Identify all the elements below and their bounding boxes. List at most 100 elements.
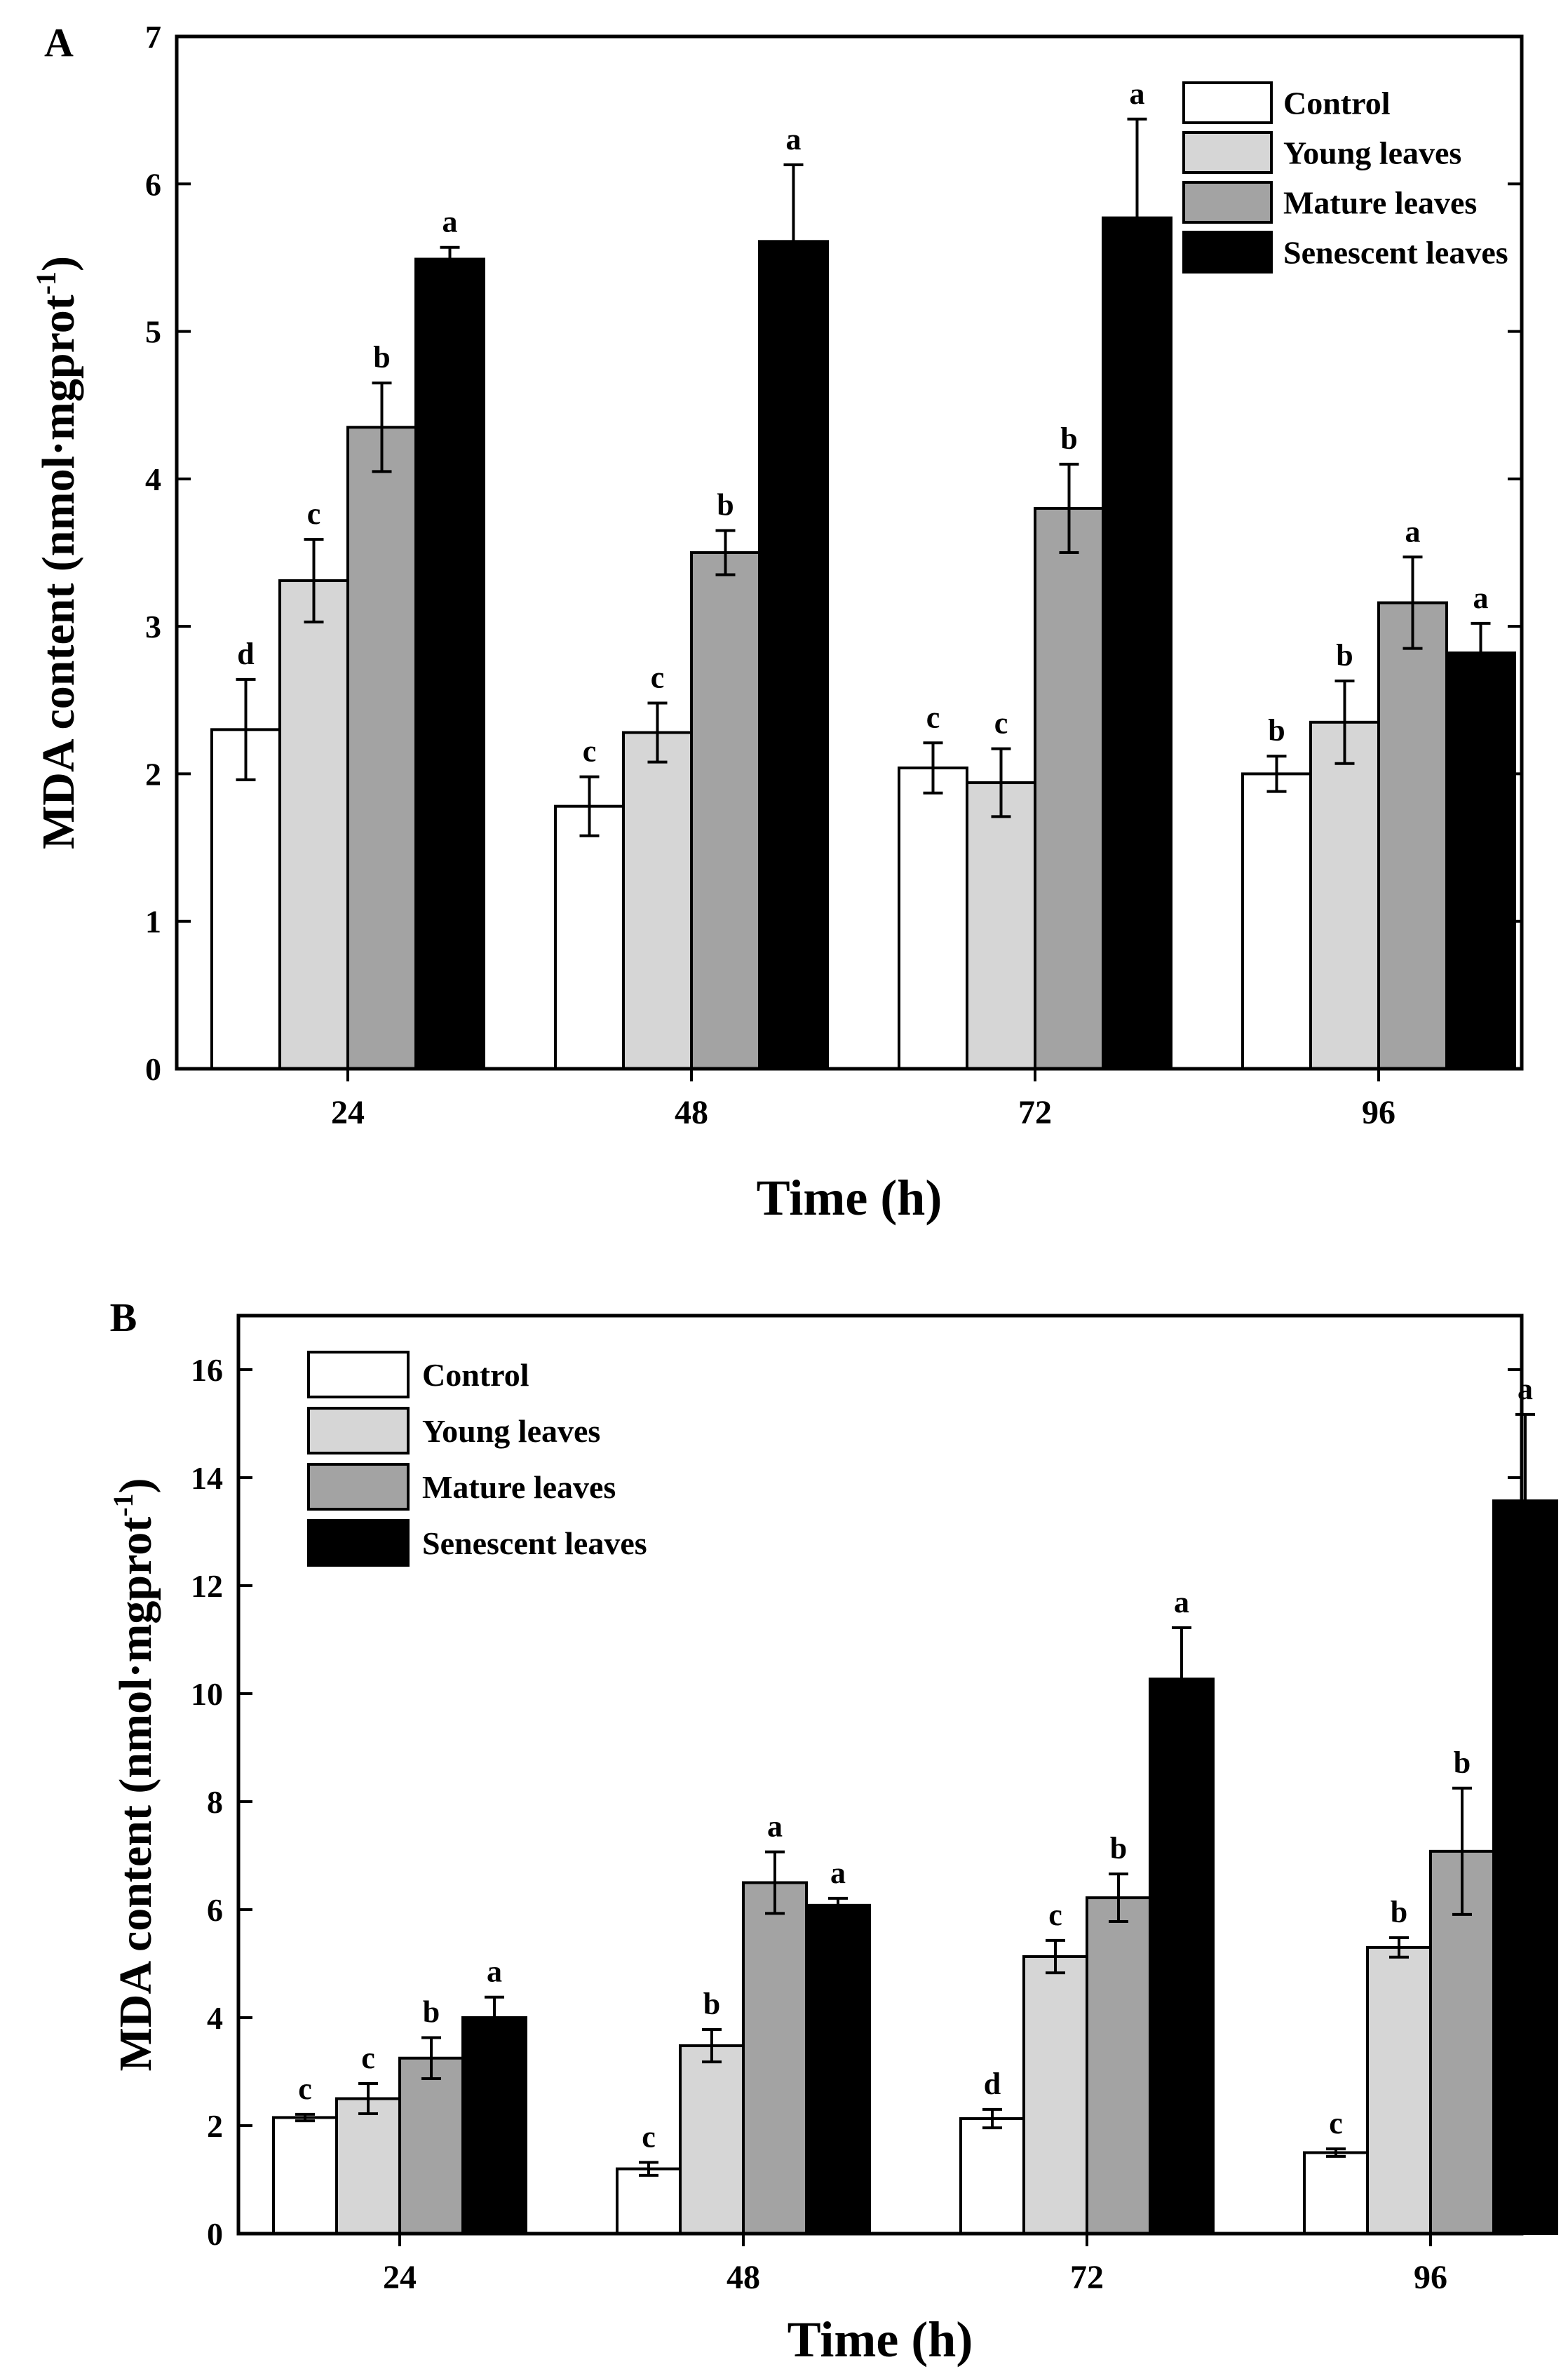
- bar-senescent-leaves-48: [758, 240, 829, 1071]
- bar-mature-leaves-96: [1377, 601, 1448, 1070]
- bar-young-leaves-72: [1022, 1955, 1088, 2235]
- y-tick-label: 4: [207, 2000, 223, 2036]
- significance-label: b: [1268, 713, 1285, 748]
- error-bar: [440, 245, 460, 273]
- bar-young-leaves-48: [679, 2044, 745, 2236]
- significance-label: c: [926, 700, 940, 734]
- legend-label: Mature leaves: [1283, 185, 1477, 221]
- bar-control-96: [1241, 772, 1312, 1071]
- error-bar: [765, 1850, 785, 1915]
- bar-young-leaves-96: [1309, 720, 1380, 1071]
- significance-label: c: [994, 706, 1008, 741]
- significance-label: a: [487, 1955, 502, 1989]
- legend-label: Control: [1283, 86, 1391, 121]
- bar-mature-leaves-72: [1034, 506, 1104, 1070]
- y-tick-label: 4: [145, 461, 161, 497]
- error-bar: [991, 747, 1011, 818]
- panel-b: Bccba24cbaa48dcba72cbba960246810121416Ti…: [107, 1295, 1558, 2368]
- legend-swatch: [1182, 181, 1273, 224]
- error-bar: [639, 2161, 658, 2177]
- error-bar: [1515, 1412, 1535, 1589]
- error-bar: [1109, 1872, 1128, 1923]
- significance-label: a: [767, 1809, 783, 1844]
- y-tick-label: 16: [191, 1352, 223, 1388]
- bar-senescent-leaves-96: [1492, 1499, 1558, 2236]
- x-axis-title: Time (h): [788, 2311, 973, 2368]
- error-bar: [783, 163, 804, 320]
- error-bar: [715, 529, 736, 576]
- error-bar: [1471, 621, 1491, 684]
- significance-label: c: [1048, 1898, 1062, 1932]
- x-tick-label: 72: [1018, 1094, 1052, 1131]
- bar-senescent-leaves-24: [414, 257, 485, 1071]
- significance-label: a: [830, 1856, 846, 1890]
- bar-control-96: [1303, 2151, 1369, 2235]
- significance-label: c: [307, 497, 321, 531]
- panel-letter: B: [110, 1295, 137, 1340]
- x-tick-label: 48: [726, 2259, 760, 2296]
- bar-mature-leaves-24: [346, 426, 417, 1070]
- bar-control-72: [898, 767, 968, 1070]
- significance-label: c: [651, 660, 665, 694]
- bar-senescent-leaves-72: [1149, 1678, 1215, 2235]
- x-tick-label: 24: [331, 1094, 365, 1131]
- y-tick-label: 2: [207, 2108, 223, 2144]
- panel-letter: A: [44, 20, 74, 65]
- significance-label: a: [1130, 76, 1145, 111]
- error-bar: [702, 2027, 722, 2064]
- error-bar: [295, 2112, 315, 2123]
- bar-young-leaves-48: [622, 731, 693, 1070]
- significance-label: b: [1454, 1746, 1471, 1780]
- significance-label: b: [1060, 421, 1077, 456]
- error-bar: [372, 382, 392, 473]
- significance-label: a: [1518, 1372, 1533, 1406]
- error-bar: [1389, 1936, 1409, 1959]
- significance-label: b: [373, 340, 390, 374]
- error-bar: [1403, 555, 1423, 650]
- x-tick-label: 24: [383, 2259, 417, 2296]
- bar-young-leaves-24: [335, 2097, 401, 2235]
- y-tick-label: 7: [145, 19, 161, 55]
- error-bar: [1326, 2147, 1346, 2158]
- bar-mature-leaves-72: [1086, 1896, 1151, 2236]
- significance-label: b: [703, 1987, 720, 2021]
- legend-swatch: [1182, 81, 1273, 124]
- bar-senescent-leaves-72: [1102, 216, 1172, 1070]
- bar-control-72: [959, 2117, 1025, 2235]
- error-bar: [982, 2107, 1002, 2130]
- y-tick-label: 6: [145, 166, 161, 202]
- legend-swatch: [307, 1351, 410, 1398]
- error-bar: [1046, 1938, 1065, 1975]
- x-tick-label: 96: [1414, 2259, 1447, 2296]
- legend: Control Young leaves Mature leaves Senescen…: [307, 1351, 647, 1567]
- y-tick-label: 6: [207, 1892, 223, 1928]
- significance-label: d: [237, 637, 254, 671]
- panel-a: Ad c b a 24 c c b a 48 c c b a 72 b b a a 96 0 1 2 3 4 5 6 7 Time (h…: [30, 19, 1524, 1226]
- significance-label: b: [1110, 1831, 1127, 1865]
- legend: Control Young leaves Mature leaves Senescen…: [1182, 81, 1508, 274]
- error-bar: [1127, 117, 1147, 318]
- y-tick-label: 5: [145, 314, 161, 350]
- legend-swatch: [307, 1519, 410, 1567]
- y-axis-title-superscript: -1: [30, 271, 62, 295]
- bar-senescent-leaves-96: [1445, 651, 1516, 1070]
- x-axis-title: Time (h): [757, 1170, 942, 1226]
- legend-label: Young leaves: [1283, 135, 1461, 171]
- error-bar: [1452, 1786, 1472, 1916]
- error-bar: [421, 2036, 441, 2081]
- x-tick-label: 72: [1070, 2259, 1104, 2296]
- significance-label: b: [717, 487, 734, 522]
- legend-swatch: [1182, 231, 1273, 274]
- bar-mature-leaves-48: [690, 551, 761, 1070]
- error-bar: [1172, 1626, 1191, 1732]
- bar-mature-leaves-48: [742, 1881, 808, 2235]
- legend-label: Senescent leaves: [422, 1525, 647, 1561]
- y-tick-label: 10: [191, 1676, 223, 1712]
- x-tick-label: 96: [1362, 1094, 1395, 1131]
- y-tick-label: 0: [145, 1051, 161, 1087]
- error-bar: [828, 1896, 848, 1914]
- error-bar: [358, 2081, 378, 2116]
- significance-label: c: [1329, 2106, 1343, 2140]
- significance-label: a: [1405, 514, 1421, 548]
